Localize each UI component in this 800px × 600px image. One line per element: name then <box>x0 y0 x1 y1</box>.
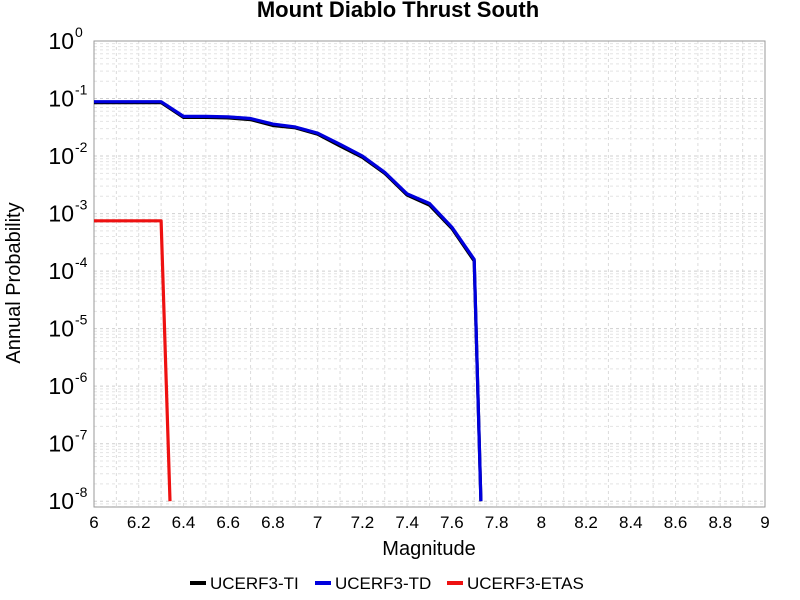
y-tick-label: 10 -2 <box>48 139 87 169</box>
x-tick-label: 8.8 <box>708 513 732 532</box>
x-tick-label: 7.4 <box>395 513 419 532</box>
y-tick-exponent: -2 <box>75 139 88 155</box>
x-tick-label: 8 <box>537 513 546 532</box>
y-tick-exponent: -3 <box>75 197 88 213</box>
y-tick-label: 10 -5 <box>48 312 87 342</box>
legend: UCERF3-TI UCERF3-TD UCERF3-ETAS <box>190 574 584 593</box>
y-tick-base: 10 <box>48 431 74 457</box>
x-tick-label: 8.2 <box>574 513 598 532</box>
y-tick-exponent: -6 <box>75 369 88 385</box>
y-tick-base: 10 <box>48 28 74 54</box>
y-tick-base: 10 <box>48 143 74 169</box>
y-tick-base: 10 <box>48 201 74 227</box>
legend-label: UCERF3-TD <box>335 574 431 593</box>
x-tick-label: 8.6 <box>664 513 688 532</box>
x-tick-label: 6.2 <box>127 513 151 532</box>
x-tick-label: 6 <box>89 513 98 532</box>
x-tick-label: 6.8 <box>261 513 285 532</box>
plot-frame <box>93 40 766 508</box>
y-tick-label: 10 0 <box>48 24 83 54</box>
y-tick-base: 10 <box>48 258 74 284</box>
y-tick-label: 10 -7 <box>48 427 87 457</box>
y-tick-base: 10 <box>48 488 74 514</box>
legend-item: UCERF3-TI <box>190 574 299 593</box>
y-tick-base: 10 <box>48 316 74 342</box>
x-tick-label: 6.6 <box>216 513 240 532</box>
y-tick-label: 10 -4 <box>48 254 87 284</box>
legend-item: UCERF3-TD <box>315 574 431 593</box>
y-tick-base: 10 <box>48 373 74 399</box>
legend-item: UCERF3-ETAS <box>447 574 584 593</box>
x-tick-label: 9 <box>760 513 769 532</box>
y-tick-exponent: -1 <box>75 82 88 98</box>
y-tick-exponent: 0 <box>75 24 83 40</box>
x-axis-label: Magnitude <box>382 538 475 560</box>
y-tick-label: 10 -6 <box>48 369 87 399</box>
legend-label: UCERF3-TI <box>210 574 299 593</box>
y-tick-exponent: -4 <box>75 254 88 270</box>
series-line-ucerf3-etas <box>94 219 172 502</box>
legend-label: UCERF3-ETAS <box>467 574 584 593</box>
y-tick-base: 10 <box>48 86 74 112</box>
y-tick-exponent: -8 <box>75 484 88 500</box>
x-tick-label: 7.6 <box>440 513 464 532</box>
y-tick-exponent: -5 <box>75 312 88 328</box>
y-axis-label: Annual Probability <box>3 202 25 363</box>
y-tick-label: 10 -1 <box>48 82 87 112</box>
grid <box>93 40 766 508</box>
x-tick-label: 6.4 <box>172 513 196 532</box>
x-tick-label: 7 <box>313 513 322 532</box>
x-tick-label: 8.4 <box>619 513 643 532</box>
series-line-ucerf3-td <box>94 100 483 502</box>
y-tick-exponent: -7 <box>75 427 88 443</box>
y-tick-label: 10 -8 <box>48 484 87 514</box>
series-layer <box>94 100 483 502</box>
y-tick-label: 10 -3 <box>48 197 87 227</box>
x-tick-label: 7.2 <box>351 513 375 532</box>
x-axis-ticks: 6 6.2 6.4 6.6 6.8 7 7.2 7.4 7.6 7.8 8 8.2 8.4 8.6 8.8 9 <box>89 513 769 532</box>
x-tick-label: 7.8 <box>485 513 509 532</box>
chart-title: Mount Diablo Thrust South <box>257 0 539 22</box>
